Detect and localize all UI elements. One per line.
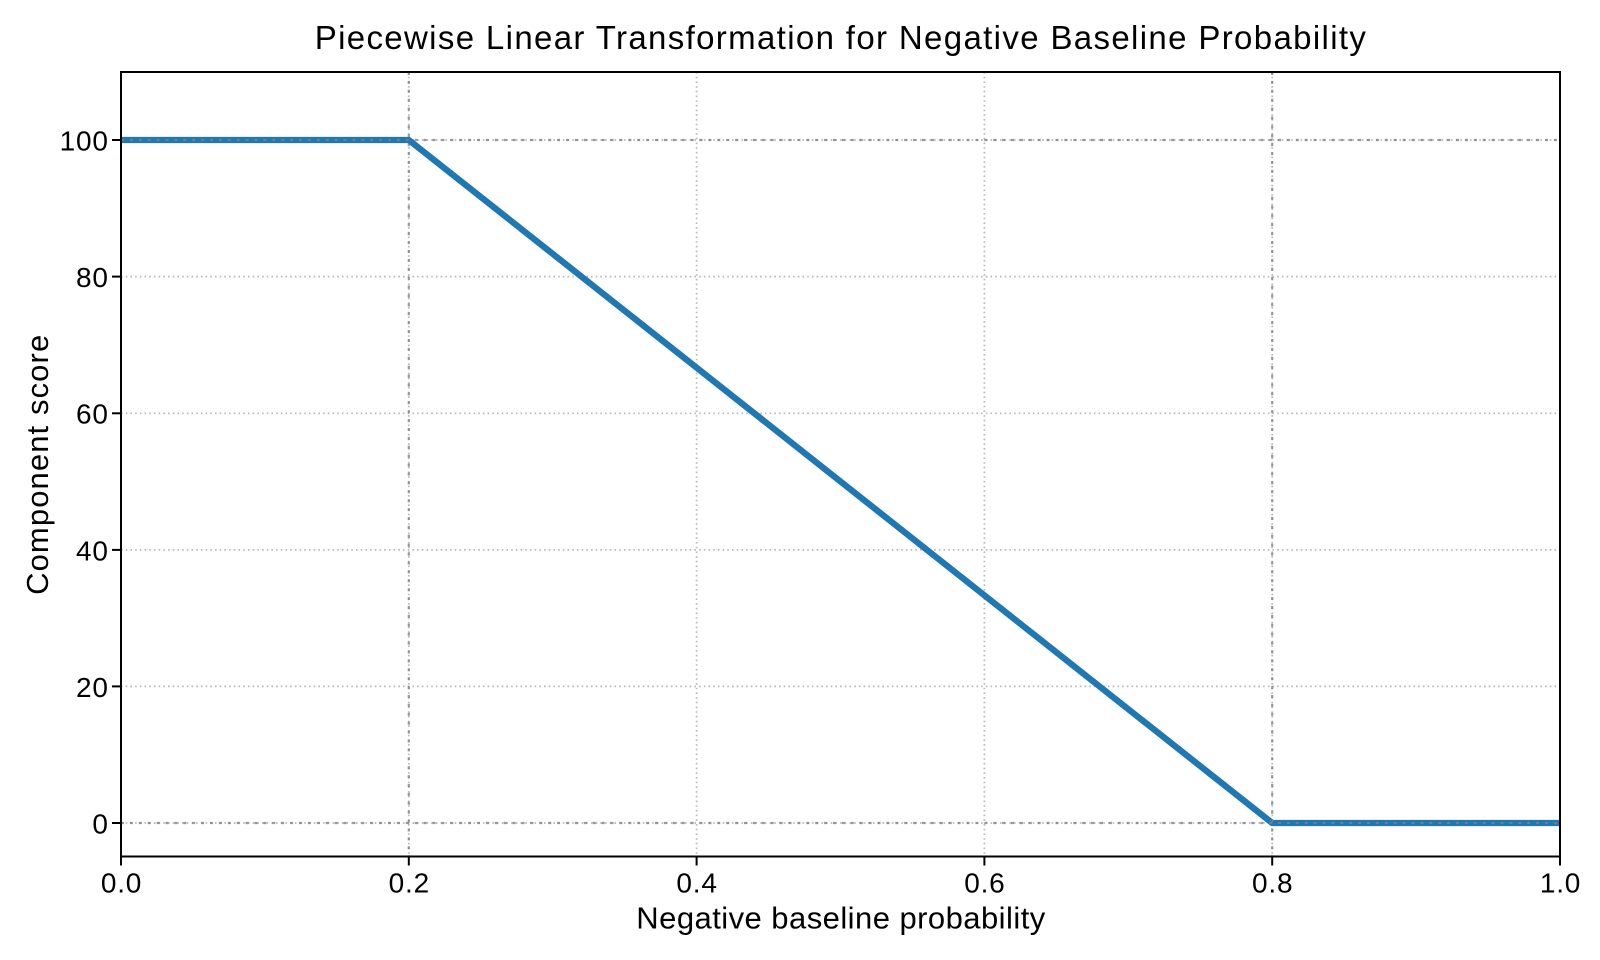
svg-text:0.2: 0.2	[389, 868, 430, 899]
svg-text:Component score: Component score	[20, 334, 55, 595]
svg-text:100: 100	[60, 125, 109, 156]
svg-text:0.8: 0.8	[1252, 868, 1293, 899]
svg-text:Negative baseline probability: Negative baseline probability	[636, 901, 1045, 936]
svg-text:40: 40	[76, 535, 109, 566]
svg-text:80: 80	[76, 262, 109, 293]
svg-text:0.4: 0.4	[676, 868, 717, 899]
svg-text:0.6: 0.6	[964, 868, 1005, 899]
svg-text:20: 20	[76, 672, 109, 703]
svg-text:1.0: 1.0	[1540, 868, 1581, 899]
svg-text:60: 60	[76, 399, 109, 430]
svg-text:Piecewise Linear Transformatio: Piecewise Linear Transformation for Nega…	[315, 19, 1368, 56]
svg-text:0.0: 0.0	[101, 868, 142, 899]
svg-text:0: 0	[92, 808, 108, 839]
